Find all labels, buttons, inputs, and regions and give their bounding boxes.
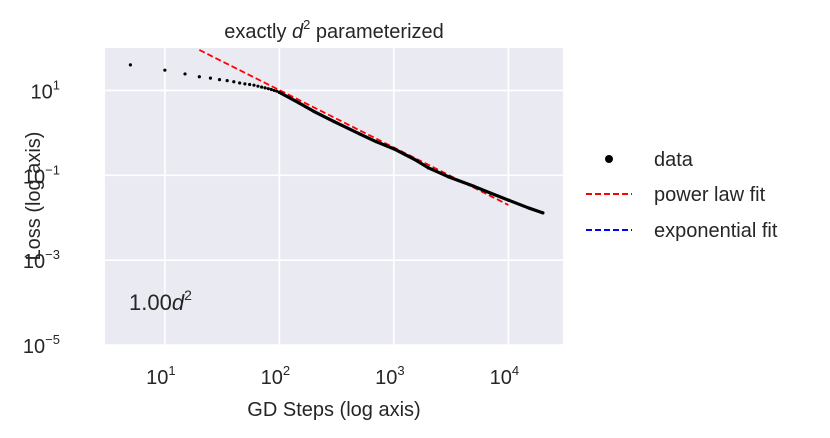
data-point-15 xyxy=(266,87,270,91)
legend-label-exponential: exponential fit xyxy=(654,220,778,242)
data-point-0 xyxy=(128,63,133,67)
y-tick-label-0: 101 xyxy=(31,77,60,103)
plot-area xyxy=(105,48,563,345)
data-point-8 xyxy=(238,81,242,85)
data-point-7 xyxy=(232,80,236,84)
y-tick-label-2: 10−3 xyxy=(23,247,60,273)
data-point-16 xyxy=(269,87,273,92)
data-point-13 xyxy=(260,85,264,89)
x-axis-label: GD Steps (log axis) xyxy=(247,399,420,421)
x-tick-label-0: 101 xyxy=(146,363,175,389)
data-point-11 xyxy=(252,83,256,87)
data-series-curve xyxy=(277,90,545,215)
y-tick-label-1: 10−1 xyxy=(23,162,60,188)
data-point-14 xyxy=(263,86,267,90)
chart-title: exactly d2 parameterized xyxy=(224,17,444,43)
x-tick-labels: 101 102 103 104 xyxy=(146,363,519,389)
data-point-10 xyxy=(248,82,252,87)
data-point-18 xyxy=(275,89,279,93)
legend: data power law fit exponential fit xyxy=(586,149,778,242)
data-point-9 xyxy=(243,82,247,86)
x-tick-label-3: 104 xyxy=(490,363,519,389)
data-point-3 xyxy=(197,75,201,79)
y-tick-labels: 101 10−1 10−3 10−5 xyxy=(23,77,60,358)
legend-marker-data xyxy=(605,155,613,163)
data-point-5 xyxy=(217,77,222,82)
data-point-6 xyxy=(225,79,229,83)
x-tick-label-1: 102 xyxy=(261,363,290,389)
y-axis-label: Loss (log axis) xyxy=(23,132,45,261)
annotation: 1.00d2 xyxy=(129,287,192,315)
x-tick-label-2: 103 xyxy=(375,363,404,389)
data-point-12 xyxy=(256,84,260,88)
legend-label-data: data xyxy=(654,149,694,171)
data-points xyxy=(128,63,545,215)
data-point-4 xyxy=(208,76,213,80)
data-point-17 xyxy=(272,88,276,93)
grid xyxy=(105,48,563,346)
legend-label-power-law: power law fit xyxy=(654,184,766,206)
data-point-2 xyxy=(183,72,187,76)
y-tick-label-3: 10−5 xyxy=(23,332,60,358)
data-point-1 xyxy=(163,68,167,72)
